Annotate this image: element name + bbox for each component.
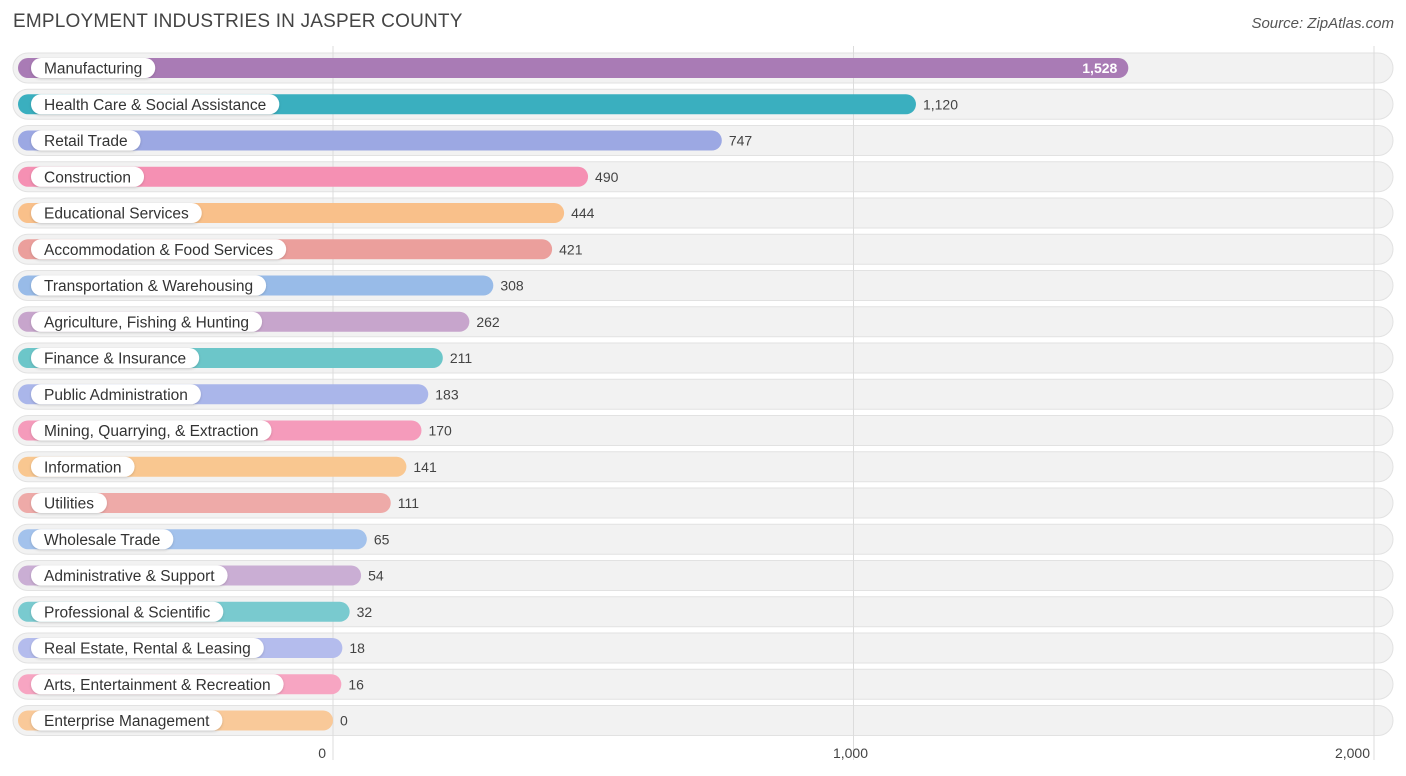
bar-row-wholesale-trade: Wholesale Trade 65	[18, 529, 390, 550]
category-label-pill	[31, 493, 107, 513]
category-label-pill	[31, 601, 224, 622]
category-label: Professional & Scientific	[44, 604, 211, 621]
category-label-pill	[31, 456, 135, 477]
bar-row-construction: Construction 490	[18, 166, 619, 187]
category-label: Utilities	[44, 496, 94, 513]
x-tick-label: 2,000	[1335, 745, 1370, 761]
value-label: 490	[595, 169, 619, 185]
value-label: 211	[450, 350, 473, 366]
category-label-pill	[31, 529, 174, 550]
value-label: 444	[571, 205, 595, 221]
bar-row-arts-entertainment-recreation: Arts, Entertainment & Recreation 16	[18, 674, 364, 695]
bar-row-utilities: Utilities 111	[18, 493, 419, 513]
bar-row-health-care-social-assistance: Health Care & Social Assistance 1,120	[18, 94, 958, 115]
category-label: Transportation & Warehousing	[44, 278, 253, 295]
category-label-pill	[31, 275, 267, 296]
category-label: Accommodation & Food Services	[44, 242, 273, 259]
row-track-administrative-support	[12, 560, 1394, 591]
value-label: 308	[500, 278, 524, 294]
bar-row-administrative-support: Administrative & Support 54	[18, 565, 384, 586]
category-label: Wholesale Trade	[44, 532, 160, 549]
category-label: Finance & Insurance	[44, 351, 186, 368]
bar-row-information: Information 141	[18, 456, 437, 477]
value-label: 32	[357, 604, 373, 620]
category-label-pill	[31, 94, 280, 115]
category-label-pill	[31, 311, 263, 332]
value-label: 747	[729, 133, 753, 149]
x-tick-label: 1,000	[833, 745, 868, 761]
bar-row-real-estate-rental-leasing: Real Estate, Rental & Leasing 18	[18, 638, 365, 658]
value-label: 65	[374, 531, 390, 547]
bar-row-enterprise-management: Enterprise Management 0	[18, 710, 348, 731]
category-label-pill	[31, 420, 272, 441]
row-track-enterprise-management	[12, 705, 1394, 736]
value-label: 183	[435, 386, 459, 402]
bar-row-professional-scientific: Professional & Scientific 32	[18, 601, 373, 622]
category-label-pill	[31, 565, 228, 586]
value-label: 262	[476, 314, 500, 330]
value-label: 54	[368, 568, 384, 584]
category-label: Information	[44, 459, 122, 476]
category-label: Mining, Quarrying, & Extraction	[44, 423, 259, 440]
category-label: Manufacturing	[44, 61, 142, 78]
category-label-pill	[31, 239, 287, 260]
category-label-pill	[31, 58, 156, 78]
category-label-pill	[31, 130, 141, 151]
category-label: Real Estate, Rental & Leasing	[44, 641, 251, 658]
category-label-pill	[31, 166, 145, 187]
value-label: 421	[559, 241, 583, 257]
value-label: 0	[340, 713, 348, 729]
category-label: Construction	[44, 169, 131, 186]
row-track-professional-scientific	[12, 596, 1394, 628]
bar-row-mining-quarrying-extraction: Mining, Quarrying, & Extraction 170	[18, 420, 452, 441]
value-label: 111	[398, 495, 419, 511]
x-tick-label: 0	[318, 745, 326, 761]
row-track-arts-entertainment-recreation	[12, 668, 1394, 700]
row-track-real-estate-rental-leasing	[12, 632, 1394, 664]
bar	[18, 58, 1129, 78]
bar-row-finance-insurance: Finance & Insurance 211	[18, 348, 472, 368]
bar-row-accommodation-food-services: Accommodation & Food Services 421	[18, 239, 583, 260]
bar	[18, 130, 722, 151]
category-label-pill	[31, 674, 284, 695]
source-note: Source: ZipAtlas.com	[1251, 15, 1394, 32]
bar-row-manufacturing: Manufacturing 1,528	[18, 58, 1129, 78]
category-label-pill	[31, 638, 264, 658]
bar	[18, 493, 391, 513]
value-label: 1,528	[1082, 60, 1117, 76]
category-label-pill	[31, 710, 223, 731]
category-label: Retail Trade	[44, 133, 128, 150]
bar-row-public-administration: Public Administration 183	[18, 384, 459, 405]
bar-row-transportation-warehousing: Transportation & Warehousing 308	[18, 275, 524, 296]
category-label-pill	[31, 348, 200, 368]
category-label-pill	[31, 384, 201, 405]
category-label: Arts, Entertainment & Recreation	[44, 677, 271, 694]
category-label-pill	[31, 203, 202, 223]
bar-row-educational-services: Educational Services 444	[18, 203, 595, 223]
bar-row-agriculture-fishing-hunting: Agriculture, Fishing & Hunting 262	[18, 311, 500, 332]
value-label: 141	[413, 459, 437, 475]
category-label: Health Care & Social Assistance	[44, 97, 266, 114]
category-label: Agriculture, Fishing & Hunting	[44, 314, 249, 331]
category-label: Public Administration	[44, 387, 188, 404]
bar	[18, 166, 589, 187]
value-label: 1,120	[923, 96, 958, 112]
bar-row-retail-trade: Retail Trade 747	[18, 130, 753, 151]
category-label: Administrative & Support	[44, 568, 215, 585]
value-label: 16	[348, 676, 364, 692]
category-label: Educational Services	[44, 206, 189, 223]
chart-title: EMPLOYMENT INDUSTRIES IN JASPER COUNTY	[13, 11, 463, 32]
value-label: 18	[349, 640, 365, 656]
category-label: Enterprise Management	[44, 713, 210, 730]
value-label: 170	[428, 423, 452, 439]
